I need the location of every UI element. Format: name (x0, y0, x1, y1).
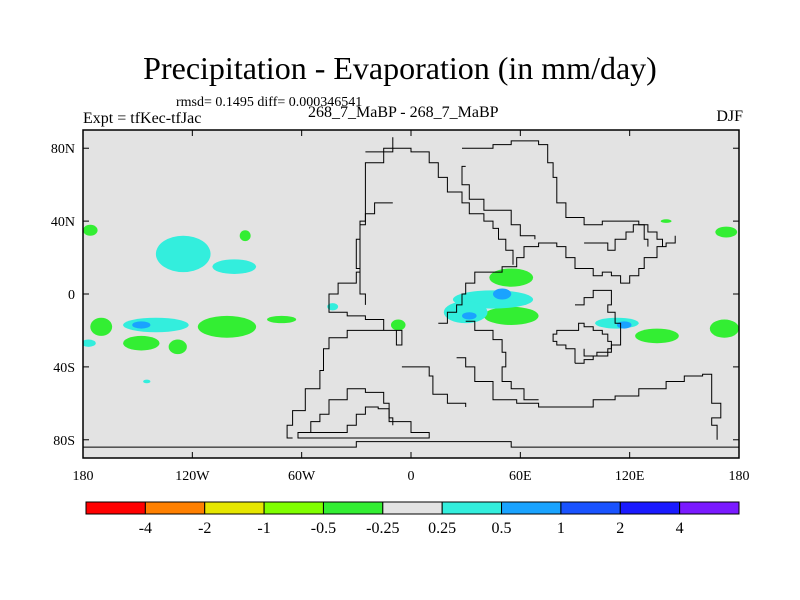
colorbar-label: 0.25 (428, 520, 456, 537)
coastline-layer (83, 137, 739, 448)
field-patch-negative-0.5-0.25 (483, 306, 539, 325)
field-patch-negative-0.5-0.25 (123, 335, 160, 351)
coastline (461, 165, 536, 240)
x-tick-label: 60E (509, 469, 532, 484)
field-patch-positive-0.25-0.5 (143, 379, 151, 384)
field-patch-positive-0.5-1 (493, 288, 512, 300)
field-patch-negative-0.5-0.25 (660, 219, 672, 223)
colorbar-swatch (382, 501, 443, 515)
colorbar-swatch (619, 501, 681, 515)
field-patch-negative-0.5-0.25 (239, 230, 251, 242)
colorbar-label: -0.25 (366, 520, 399, 537)
x-tick-label: 180 (729, 469, 750, 484)
coastline (365, 147, 514, 265)
field-patch-positive-0.25-0.5 (443, 301, 488, 324)
x-tick-label: 0 (408, 469, 415, 484)
colorbar-label: -0.5 (311, 520, 336, 537)
colorbar-swatch (322, 501, 384, 515)
y-tick-label: 80S (53, 434, 75, 449)
field-patch-negative-0.5-0.25 (83, 224, 98, 236)
colorbar-swatch (85, 501, 146, 515)
coastline (401, 366, 467, 407)
coastline (462, 140, 663, 247)
map-background (83, 130, 739, 458)
colorbar-swatch (263, 501, 324, 515)
field-patch-positive-0.25-0.5 (212, 259, 257, 274)
field-patch-negative-0.5-0.25 (390, 319, 406, 331)
field-patch-positive-0.25-0.5 (83, 339, 96, 347)
y-tick-label: 40S (53, 361, 75, 376)
field-patch-negative-0.5-0.25 (489, 268, 534, 287)
colorbar-label: 2 (616, 520, 624, 537)
coastline (301, 388, 394, 433)
field-layer (83, 219, 739, 384)
colorbar-swatch (501, 501, 562, 515)
coastline (575, 289, 622, 357)
coastline (584, 224, 649, 251)
field-patch-positive-0.5-1 (132, 321, 151, 329)
colorbar-label: -4 (139, 520, 152, 537)
colorbar-swatch (560, 501, 621, 515)
chart-title: Precipitation - Evaporation (in mm/day) (143, 50, 657, 86)
y-tick-label: 40N (51, 215, 75, 230)
colorbar-label: 4 (676, 520, 684, 537)
coastline (438, 235, 676, 324)
field-patch-positive-0.5-1 (462, 312, 477, 320)
field-patch-positive-0.25-0.5 (123, 317, 189, 333)
subtitle-label: 268_7_MaBP - 268_7_MaBP (308, 104, 499, 121)
colorbar-swatch (144, 501, 206, 515)
field-patch-positive-0.25-0.5 (155, 235, 211, 273)
field-patch-negative-0.5-0.25 (168, 339, 187, 355)
colorbar: -4 -2 -1 -0.5 -0.25 0.25 0.5 1 2 4 (85, 501, 740, 537)
x-tick-label: 120W (175, 469, 210, 484)
field-patch-negative-0.5-0.25 (709, 319, 739, 338)
field-patch-positive-0.5-1 (616, 321, 632, 329)
x-tick-label: 60W (288, 469, 316, 484)
coastline (552, 322, 612, 364)
field-patch-negative-0.5-0.25 (635, 328, 679, 344)
colorbar-label: -2 (198, 520, 211, 537)
experiment-label: Expt = tfKec-tfJac (83, 110, 202, 127)
colorbar-swatch (441, 501, 503, 515)
coastline (355, 202, 393, 305)
coastline (83, 441, 739, 448)
y-tick-label: 80N (51, 142, 75, 157)
stats-label: rmsd= 0.1495 diff= 0.000346541 (176, 95, 363, 110)
season-label: DJF (716, 108, 743, 125)
field-patch-negative-0.5-0.25 (197, 315, 257, 338)
map-layer: 180 120W 60W 0 60E 120E 180 80N 40N 0 40S 80S (51, 129, 750, 484)
colorbar-swatch (204, 501, 265, 515)
y-tick-label: 0 (68, 288, 75, 303)
colorbar-label: 1 (557, 520, 565, 537)
colorbar-swatch (679, 501, 740, 515)
x-tick-label: 120E (615, 469, 645, 484)
coastline (465, 320, 539, 401)
field-patch-positive-0.25-0.5 (327, 303, 339, 311)
field-patch-negative-0.5-0.25 (715, 226, 738, 238)
field-patch-negative-0.5-0.25 (267, 315, 297, 324)
colorbar-label: 0.5 (492, 520, 512, 537)
x-tick-label: 180 (73, 469, 94, 484)
coastline (456, 357, 722, 440)
field-patch-negative-0.5-0.25 (90, 317, 113, 336)
colorbar-label: -1 (257, 520, 270, 537)
